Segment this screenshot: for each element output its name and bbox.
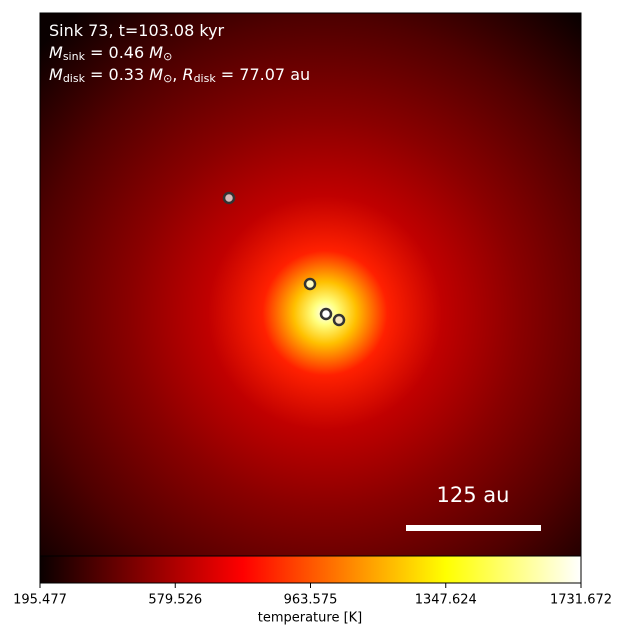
colorbar-tick-label: 1731.672 bbox=[550, 593, 612, 608]
text: = 0.33 bbox=[85, 65, 149, 84]
text: = 77.07 au bbox=[216, 65, 310, 84]
text: ⊙ bbox=[163, 72, 172, 85]
scale-bar-label: 125 au bbox=[437, 483, 510, 507]
text: disk bbox=[63, 72, 86, 85]
sink bbox=[332, 313, 346, 327]
sink bbox=[222, 191, 236, 205]
annotation-line: Mdisk = 0.33 M⊙, Rdisk = 77.07 au bbox=[49, 65, 310, 86]
text: M bbox=[49, 43, 63, 62]
colorbar-tick-label: 1347.624 bbox=[415, 593, 477, 608]
colorbar bbox=[39, 555, 582, 584]
text: Sink 73, t=103.08 kyr bbox=[49, 21, 225, 40]
annotation-line: Msink = 0.46 M⊙ bbox=[49, 43, 172, 64]
colorbar-tick-label: 963.575 bbox=[284, 593, 338, 608]
sink bbox=[303, 277, 317, 291]
sinks bbox=[222, 191, 346, 327]
scale-bar bbox=[406, 525, 541, 531]
text: ⊙ bbox=[163, 50, 172, 63]
colorbar-tick-label: 579.526 bbox=[148, 593, 202, 608]
text: M bbox=[149, 43, 163, 62]
sink bbox=[319, 307, 333, 321]
colorbar-label: temperature [K] bbox=[258, 611, 363, 626]
text: , bbox=[172, 65, 182, 84]
text: R bbox=[182, 65, 193, 84]
annotation-line: Sink 73, t=103.08 kyr bbox=[49, 21, 225, 40]
text: M bbox=[149, 65, 163, 84]
text: M bbox=[49, 65, 63, 84]
text: disk bbox=[194, 72, 217, 85]
annotation: Sink 73, t=103.08 kyr Msink = 0.46 M⊙ Md… bbox=[49, 21, 310, 86]
colorbar-tick-label: 195.477 bbox=[13, 593, 67, 608]
text: = 0.46 bbox=[85, 43, 149, 62]
text: sink bbox=[63, 50, 86, 63]
